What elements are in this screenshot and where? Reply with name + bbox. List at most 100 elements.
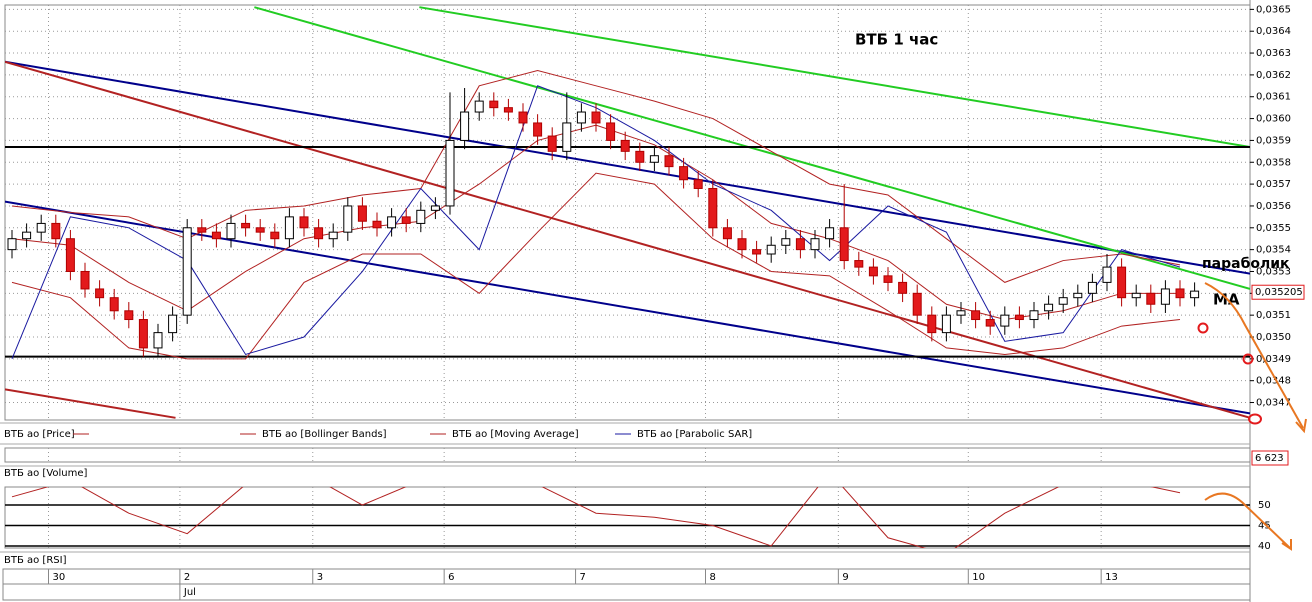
candle-body [7,238,17,251]
candle-body [708,187,718,229]
x-tick-label: 6 [448,572,454,583]
chart-title: ВТБ 1 час [855,31,938,49]
marker-circle [1248,413,1262,425]
bollinger-lower [11,172,1181,360]
candle-body [518,111,528,124]
candle-body [314,227,324,240]
candle-body [941,314,951,334]
y-tick-label: 45 [1258,520,1271,531]
candle-body [576,111,586,124]
candle-body [124,310,134,321]
candle-body [547,135,557,152]
candle-body [299,216,309,229]
candle-body [533,122,543,137]
y-tick-label: 0,0348 [1256,376,1291,387]
candle-body [460,111,470,141]
candle-body [168,314,178,334]
candle-body [284,216,294,240]
volume-panel [4,447,1251,463]
y-tick-label: 0,0362 [1256,70,1291,81]
candle-body [912,292,922,316]
candle-body [766,244,776,255]
y-tick-label: 0,0357 [1256,179,1291,190]
rsi-panel [4,486,1251,549]
price-plot [5,6,1250,419]
candle-body [664,155,674,168]
y-tick-label: 0,0359 [1256,135,1291,146]
trend-line [5,60,1250,275]
candle-body [1190,290,1200,299]
candle-body [722,227,732,240]
candle-body [401,216,411,224]
candle-body [956,310,966,316]
candle-body [883,275,893,283]
y-tick-label: 40 [1258,541,1271,552]
candle-body [270,231,280,240]
y-tick-label: 50 [1258,500,1271,511]
candle-body [752,249,762,255]
candle-body [679,166,689,181]
x-tick-label: 13 [1105,572,1118,583]
candle-body [1131,292,1141,299]
candle-body [241,222,251,229]
x-tick-label: 3 [317,572,323,583]
rsi-line [11,487,1181,548]
candle-body [51,222,61,240]
legend-label: ВТБ ao [Parabolic SAR] [637,429,752,440]
candle-body [1058,297,1068,305]
arrowhead [1295,418,1307,434]
forecast-arrow [1204,282,1304,429]
trend-line [254,6,1250,290]
legend-label: ВТБ ao [Price] [4,429,75,440]
candle-body [635,150,645,163]
y-tick-label: 0,0355 [1256,223,1291,234]
x-tick-label: 2 [184,572,190,583]
candle-body [255,227,265,233]
y-tick-label: 0,0364 [1256,26,1291,37]
panel-title: ВТБ ao [RSI] [4,555,67,566]
candle-body [1175,288,1185,299]
candle-body [372,220,382,229]
candle-body [474,100,484,113]
volume-label-box [1251,450,1289,466]
candle-body [810,238,820,251]
candle-body [1044,303,1054,312]
y-tick-label: 0,0354 [1256,245,1291,256]
marker-circle [1197,322,1209,334]
y-tick-label: 0,0350 [1256,332,1291,343]
annotation: параболик [1202,256,1290,272]
last-price-label: 0,035205 [1255,287,1303,298]
y-tick-label: 0,0353 [1256,266,1291,277]
candle-body [620,139,630,152]
rsi-plot [5,487,1250,548]
candle-body [65,238,75,272]
y-tick-label: 0,0363 [1256,48,1291,59]
candle-body [489,100,499,109]
y-tick-label: 0,0358 [1256,157,1291,168]
candle-body [795,238,805,251]
candle-body [781,238,791,246]
candle-body [985,319,995,327]
panel-title: ВТБ ao [Volume] [4,468,88,479]
candle-body [1160,288,1170,305]
candle-body [898,281,908,294]
candle-body [854,260,864,268]
x-tick-label: 7 [580,572,586,583]
volume-label: 6 623 [1255,453,1284,464]
x-tick-label: 9 [842,572,848,583]
candle-body [1117,266,1127,299]
candle-body [226,222,236,240]
candle-body [95,288,105,299]
overlay: 0,03470,03480,03490,03500,03510,03520,03… [4,4,1305,598]
forecast-arrow [1204,492,1291,549]
candle-body [562,122,572,152]
candle-body [839,227,849,262]
candle-body [927,314,937,334]
candle-body [445,139,455,207]
candle-body [1073,292,1083,299]
legend-label: ВТБ ao [Bollinger Bands] [262,429,387,440]
candle-body [430,205,440,211]
trend-line [419,6,1250,148]
